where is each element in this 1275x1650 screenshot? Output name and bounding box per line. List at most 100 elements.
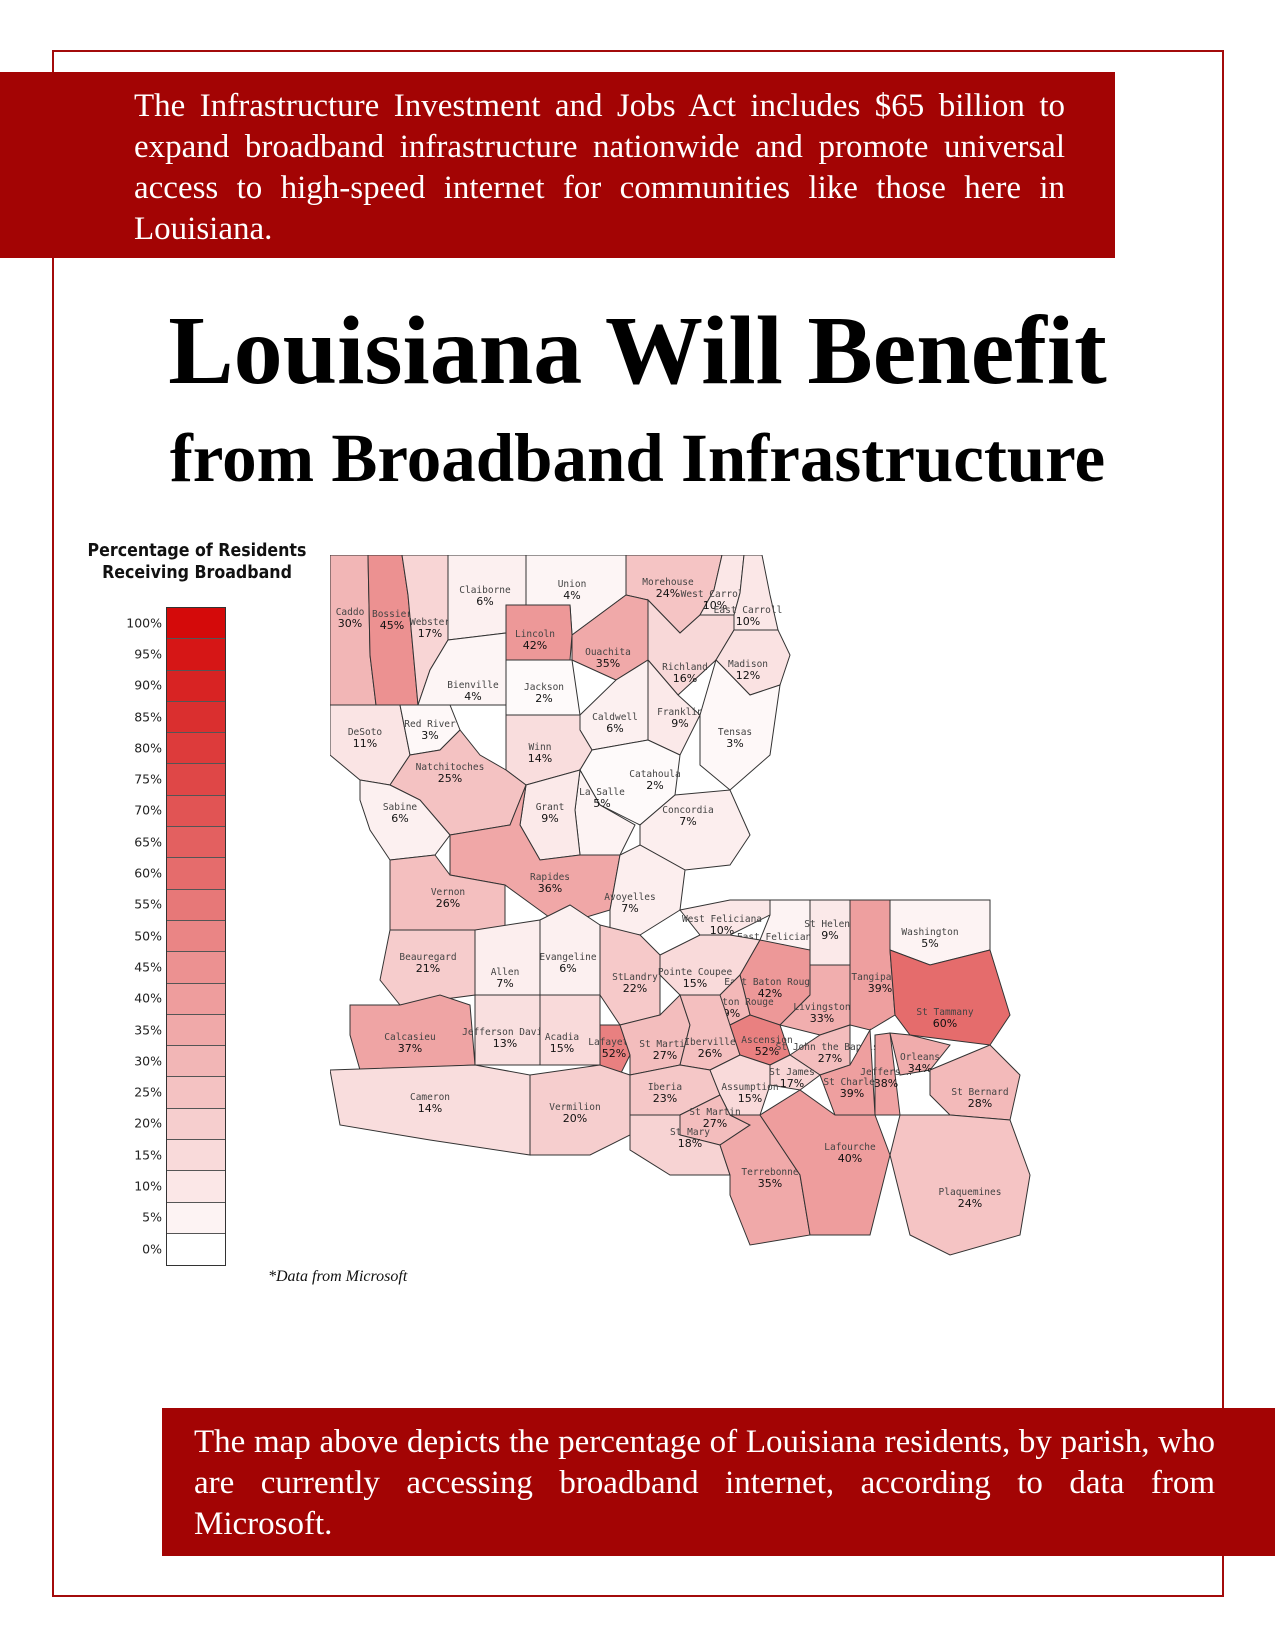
parish-value-richland: 16% xyxy=(673,672,697,685)
parish-value-catahoula: 2% xyxy=(646,779,663,792)
legend-label: 85% xyxy=(134,709,162,725)
parish-label-st-john-the-baptist: St John the Baptist xyxy=(776,1042,885,1053)
parish-label-orleans: Orleans xyxy=(900,1052,940,1063)
legend-swatch xyxy=(167,1233,225,1266)
legend-label: 95% xyxy=(134,646,162,662)
parish-label-sabine: Sabine xyxy=(383,802,418,813)
parish-value-st-john-the-baptist: 27% xyxy=(818,1052,842,1065)
parish-label-st-martin: St Martin xyxy=(639,1039,690,1050)
parish-value-lafayette: 52% xyxy=(602,1047,626,1060)
parish-value-bossier: 45% xyxy=(380,619,404,632)
legend-color-scale xyxy=(166,607,226,1267)
parish-st-tammany xyxy=(889,949,1011,1046)
parish-value-lincoln: 42% xyxy=(523,639,547,652)
parish-label-beauregard: Beauregard xyxy=(399,952,456,963)
parish-value-beauregard: 21% xyxy=(416,962,440,975)
parish-value-rapides: 36% xyxy=(538,882,562,895)
parish-label-stlandry: StLandry xyxy=(612,972,658,983)
legend-swatch xyxy=(167,1171,225,1203)
parish-value-bienville: 4% xyxy=(464,690,481,703)
subheadline: from Broadband Infrastructure xyxy=(169,420,1106,496)
parish-label-st-mary: St Mary xyxy=(670,1127,710,1138)
parish-label-avoyelles: Avoyelles xyxy=(604,892,655,903)
parish-value-morehouse: 24% xyxy=(656,587,680,600)
parish-label-west-baton-rouge: West Baton Rouge xyxy=(682,997,774,1008)
parish-label-jefferson: Jefferson xyxy=(860,1067,911,1078)
legend-label: 40% xyxy=(134,990,162,1006)
parish-value-orleans: 34% xyxy=(908,1062,932,1075)
parish-value-washington: 5% xyxy=(921,937,938,950)
parish-value-claiborne: 6% xyxy=(476,595,493,608)
legend-swatch xyxy=(167,733,225,765)
parish-franklin xyxy=(647,658,701,756)
parish-label-desoto: DeSoto xyxy=(348,727,383,738)
parish-label-allen: Allen xyxy=(491,967,520,978)
parish-label-morehouse: Morehouse xyxy=(642,577,694,588)
parish-value-caddo: 30% xyxy=(338,617,362,630)
parish-st-charles xyxy=(819,1028,876,1116)
parish-label-jefferson-davis: Jefferson Davis xyxy=(462,1027,548,1038)
legend-swatch xyxy=(167,1202,225,1234)
parish-label-east-feliciana: East Feliciana xyxy=(737,932,817,943)
parish-value-red-river: 3% xyxy=(421,729,438,742)
parish-value-union: 4% xyxy=(563,589,580,602)
parish-label-la-salle: La Salle xyxy=(579,787,625,798)
legend-swatch xyxy=(167,920,225,953)
parish-value-calcasieu: 37% xyxy=(398,1042,422,1055)
parish-value-west-feliciana: 10% xyxy=(710,924,734,937)
legend-swatch xyxy=(167,952,225,984)
legend-title-line2: Receiving Broadband xyxy=(102,562,292,583)
parish-label-plaquemines: Plaquemines xyxy=(939,1187,1002,1198)
legend-label: 75% xyxy=(134,771,162,787)
legend-swatch xyxy=(167,608,225,640)
parish-label-union: Union xyxy=(558,579,587,590)
parish-value-jackson: 2% xyxy=(535,692,552,705)
parish-value-stlandry: 22% xyxy=(623,982,647,995)
parish-value-avoyelles: 7% xyxy=(621,902,638,915)
legend-swatch xyxy=(167,827,225,859)
parish-value-st-james: 17% xyxy=(780,1077,804,1090)
parish-value-allen: 7% xyxy=(496,977,513,990)
parish-value-la-salle: 5% xyxy=(593,797,610,810)
parish-label-jackson: Jackson xyxy=(524,682,564,693)
legend-swatch xyxy=(167,1108,225,1141)
legend-label: 80% xyxy=(134,740,162,756)
parish-label-livingston: Livingston xyxy=(793,1002,850,1013)
parish-value-natchitoches: 25% xyxy=(438,772,462,785)
parish-label-lafourche: Lafourche xyxy=(824,1142,876,1153)
parish-label-west-carroll: West Carroll xyxy=(681,589,750,600)
parish-label-caddo: Caddo xyxy=(336,607,365,618)
parish-value-st-martin: 27% xyxy=(703,1117,727,1130)
parish-value-cameron: 14% xyxy=(418,1102,442,1115)
legend-label: 100% xyxy=(126,615,162,631)
legend-label: 35% xyxy=(134,1022,162,1038)
legend-title: Percentage of Residents Receiving Broadb… xyxy=(87,540,307,584)
parish-value-pointe-coupee: 15% xyxy=(683,977,707,990)
parish-label-rapides: Rapides xyxy=(530,872,570,883)
legend-label: 70% xyxy=(134,802,162,818)
legend-swatch xyxy=(167,1046,225,1078)
parish-value-desoto: 11% xyxy=(353,737,377,750)
legend-label: 90% xyxy=(134,677,162,693)
parish-evangeline xyxy=(539,904,601,996)
legend-swatch xyxy=(167,1014,225,1047)
parish-value-winn: 14% xyxy=(528,752,552,765)
legend-label: 15% xyxy=(134,1147,162,1163)
parish-value-assumption: 15% xyxy=(738,1092,762,1105)
parish-value-webster: 17% xyxy=(418,627,442,640)
parish-value-st-bernard: 28% xyxy=(968,1097,992,1110)
intro-text: The Infrastructure Investment and Jobs A… xyxy=(134,88,1065,247)
legend-label: 55% xyxy=(134,896,162,912)
parish-orleans xyxy=(889,1032,951,1076)
parish-value-concordia: 7% xyxy=(679,815,696,828)
parish-label-evangeline: Evangeline xyxy=(539,952,596,963)
parish-tangipahoa xyxy=(849,899,896,1031)
parish-value-west-carroll: 10% xyxy=(703,599,727,612)
parish-value-terrebonne: 35% xyxy=(758,1177,782,1190)
parish-label-east-carroll: East Carroll xyxy=(714,605,783,616)
parish-label-franklin: Franklin xyxy=(657,707,703,718)
parish-value-livingston: 33% xyxy=(810,1012,834,1025)
parish-value-sabine: 6% xyxy=(391,812,408,825)
parish-value-grant: 9% xyxy=(541,812,558,825)
